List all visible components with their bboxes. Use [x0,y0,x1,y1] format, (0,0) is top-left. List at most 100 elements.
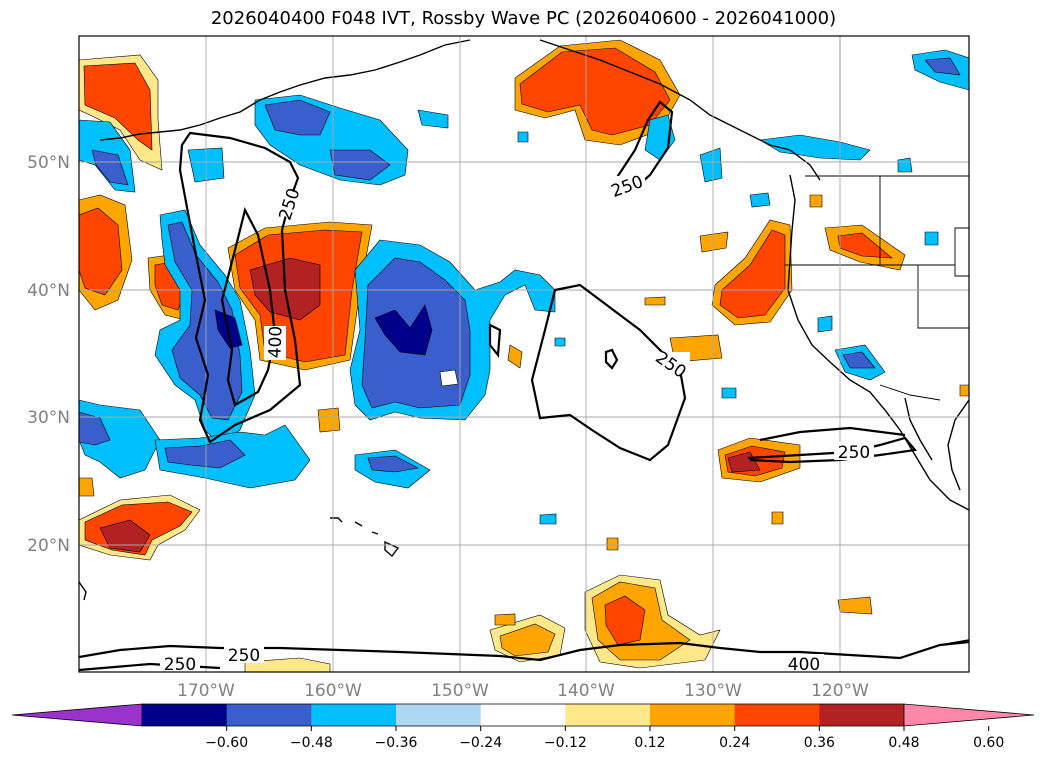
anomaly-region [719,229,786,319]
colorbar: −0.60 −0.48 −0.36 −0.24 −0.12 0.12 0.24 0.36 0.4… [11,703,1035,751]
colorbar-tick-label: −0.60 [205,735,248,751]
anomaly-region [494,613,516,626]
ivt-contour [611,100,674,189]
colorbar-tick-label: 0.12 [634,735,665,751]
colorbar-tick-label: −0.36 [375,735,418,751]
colorbar-swatch [819,704,905,726]
anomaly-region [759,134,871,161]
island-arc [79,581,87,601]
anomaly-region [959,384,969,397]
colorbar-swatch [565,704,651,726]
colorbar-swatch [396,704,482,726]
contour-label: 400 [788,655,820,675]
map-frame [78,35,970,673]
ivt-contour [747,436,918,464]
colorbar-tick-label: −0.12 [544,735,587,751]
colorbar-swatch [226,704,312,726]
contour-label: 250 [164,655,196,675]
anomaly-region [499,623,556,657]
lat-label: 50°N [27,153,70,173]
lat-label: 40°N [27,281,70,301]
coastline [539,39,821,181]
anomaly-region [771,511,784,525]
anomaly-region [554,337,566,347]
colorbar-tick-label: −0.48 [290,735,333,751]
anomaly-region [699,231,729,253]
anomaly-region [329,149,391,181]
anomaly-region [164,439,246,469]
anomaly-region [83,62,153,151]
anomaly-region [897,157,913,173]
ivt-contour [530,283,687,462]
lon-labels: 170°W 160°W 150°W 140°W 130°W 120°W [177,681,869,701]
ivt-contour [220,206,277,407]
ivt-contours [79,100,969,672]
colorbar-tick-label: 0.24 [719,735,750,751]
anomaly-region [842,351,876,369]
lat-label: 20°N [27,536,70,556]
coastlines [79,39,969,646]
anomaly-region [91,149,129,186]
anomaly-region [837,596,873,615]
lon-label: 140°W [557,681,615,701]
ivt-contour [604,348,619,370]
coastline [904,397,933,461]
colorbar-swatch [311,704,397,726]
colorbar-extend-min [11,703,143,727]
contour-label: 400 [265,325,286,358]
border [954,227,969,277]
border [879,384,941,401]
colorbar-tick-label: 0.36 [804,735,835,751]
lat-labels: 50°N 40°N 30°N 20°N [27,153,70,556]
ivt-contour [488,323,502,358]
anomaly-region [417,109,449,129]
anomaly-region [317,407,341,433]
hawaii [330,517,400,558]
anomaly-region [817,315,833,333]
border [917,265,969,329]
colorbar-frame [142,703,904,727]
anomaly-region [367,455,419,473]
lon-label: 120°W [811,681,869,701]
anomaly-region [79,477,95,497]
anomaly-region [924,231,939,246]
anomaly-region [539,513,557,525]
anomaly-region [79,207,123,296]
colorbar-swatch [734,704,820,726]
anomaly-region [721,387,737,399]
anomaly-region [507,344,523,369]
anomaly-region [264,99,331,136]
colorbar-swatch [142,704,228,726]
colorbar-swatch [650,704,736,726]
anomaly-region [604,595,646,646]
anomaly-region [517,131,529,143]
ivt-contour [79,641,721,662]
anomaly-region [439,369,459,387]
contour-label: 250 [228,646,260,666]
anomaly-region [606,537,619,551]
ivt-contour [759,426,906,442]
coastline [99,39,471,141]
lat-label: 30°N [27,408,70,428]
colorbar-extend-max [903,703,1035,727]
lon-label: 160°W [304,681,362,701]
ivt-contour [719,640,969,660]
colorbar-tick-label: 0.48 [888,735,919,751]
lon-label: 150°W [431,681,489,701]
anomaly-region [809,194,823,208]
lon-label: 130°W [684,681,742,701]
anomaly-region [374,304,433,356]
anomaly-region [167,221,243,421]
contour-labels: 250 250 400 400 250 250 250 250 [160,172,874,675]
coastline [947,399,969,491]
contour-label: 250 [838,443,870,463]
graticule [79,36,969,672]
colorbar-tick-label: −0.24 [459,735,502,751]
colorbar-swatch [480,704,566,726]
colorbar-tick-label: 0.60 [973,735,1004,751]
ivt-contour [178,131,302,444]
anomaly-region [749,192,771,208]
anomaly-region [519,47,671,136]
anomaly-region [244,657,331,672]
